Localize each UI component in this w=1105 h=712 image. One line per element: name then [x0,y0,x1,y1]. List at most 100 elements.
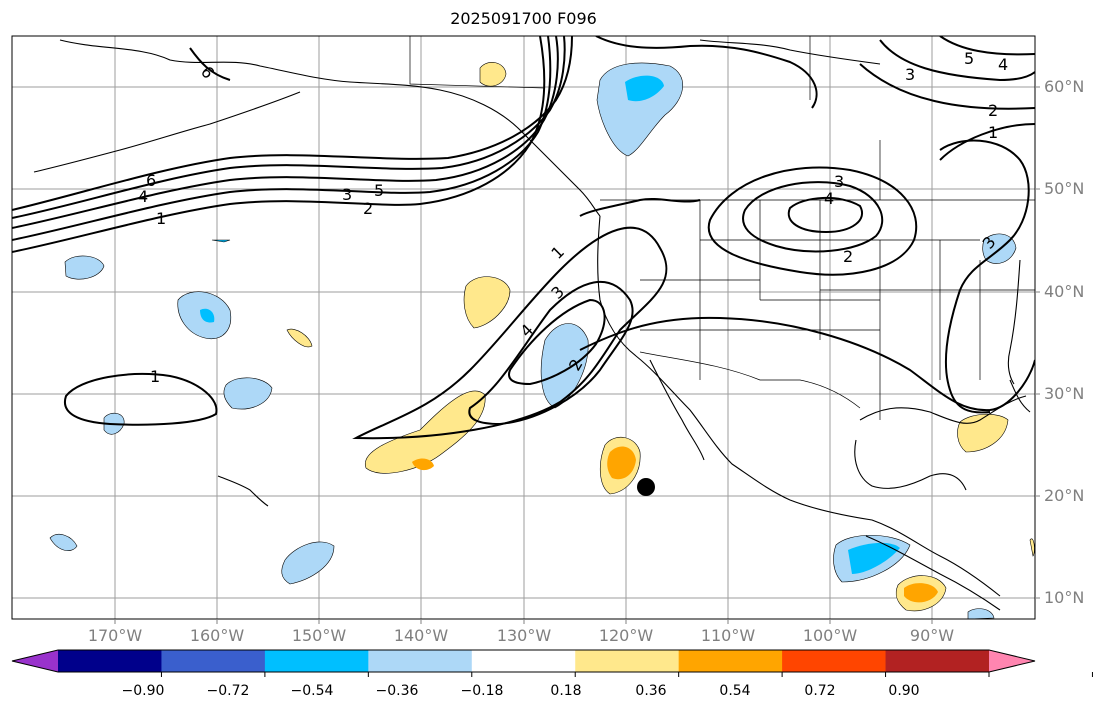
map-title: 2025091700 F096 [450,9,597,28]
contour-label: 4 [138,187,148,206]
contour-pnw-north [595,36,818,109]
colorbar-tick-label: −0.36 [375,683,419,699]
contour-label: 3 [905,65,915,84]
colorbar-tick-label: −0.54 [290,683,334,699]
yucatan [854,439,967,491]
shade-yellow-south [364,390,486,474]
contour-ridge-3 [508,298,606,386]
colorbar-tick-label: 0.54 [719,683,751,699]
contour-label: 4 [998,55,1008,74]
colorbar-box [264,650,369,672]
lat-label: 10°N [1044,588,1085,607]
shade-orange-caribbean [904,583,938,603]
contour-label: 2 [988,101,998,120]
colorbar-tick-label: 0.18 [550,683,582,699]
shade-yellow-north [479,62,507,87]
contour-label: 1 [156,209,166,228]
contour-low-1 [707,166,918,276]
contour-label: 2 [843,247,853,266]
contour-low-2 [742,181,884,253]
contour-label: 4 [824,189,834,208]
lat-label: 30°N [1044,384,1085,403]
colorbar-box [368,650,473,672]
lat-label: 20°N [1044,486,1085,505]
colorbar-tick-label: −0.90 [121,683,165,699]
colorbar-extend-low [12,650,58,672]
contour-low-3 [787,196,863,234]
lon-label: 90°W [909,626,955,645]
shade-blue-south [281,541,335,585]
contour-ne-1 [939,123,1035,161]
shade-orange-mx [607,446,636,480]
lon-label: 160°W [189,626,245,645]
lat-label: 50°N [1044,179,1085,198]
lon-label: 150°W [291,626,347,645]
colorbar-outline [11,649,1036,673]
contour-6-north [189,47,231,81]
contour-ne-3 [879,39,1035,82]
colorbar-box [58,650,162,672]
contour-ne-4 [939,36,1035,56]
colorbar-box [885,650,990,672]
atlantic-coast [1007,259,1021,385]
alaska-coast [59,39,601,217]
hudson [699,39,881,65]
shade-blue-se [967,608,995,619]
colorbar-tick-label: −0.18 [460,683,504,699]
shade-blue-ca-core [848,542,900,574]
contour-eastern [579,316,1035,412]
storm-marker [637,478,655,496]
anomaly-shading [49,62,1035,619]
lat-label: 60°N [1044,77,1085,96]
colorbar-tick-label: 0.72 [804,683,836,699]
contour-coast [579,198,701,217]
contour-ridge-1 [352,226,668,440]
axis-ticks [114,86,1040,624]
contour-pac-4 [12,36,566,219]
florida [1009,379,1031,413]
shade-yellow-edge [1029,538,1035,557]
lon-label: 100°W [802,626,858,645]
contour-label: 1 [988,123,998,142]
lon-label: 130°W [496,626,552,645]
contour-label: 3 [834,172,844,191]
contour-label: 1 [150,367,160,386]
colorbar-extend-high [989,650,1035,672]
contour-label: 3 [342,185,352,204]
shade-yellow-gulf [957,413,1009,453]
contour-east-loop [939,139,1030,414]
central-america [865,535,1001,611]
lon-label: 120°W [598,626,654,645]
hawaii [217,475,269,507]
aleutians [33,91,301,173]
colorbar-box [575,650,680,672]
shade-blue-sw [49,534,78,551]
contour-pac-5 [12,36,573,211]
contour-hawaii-1 [63,373,218,426]
gridlines [12,36,1035,619]
lon-label: 170°W [87,626,143,645]
contour-ne-2 [859,63,1035,110]
contour-label: 5 [964,49,974,68]
shade-canada-core [625,75,664,102]
contour-lines [12,36,1035,440]
colorbar-box [678,650,783,672]
shade-blue-hawaii-n [64,255,105,280]
shade-blue-mid-core [200,308,215,323]
shade-blue-mid2 [223,377,273,410]
contour-label: 5 [374,181,384,200]
shade-yellow-ne-pac [463,276,511,329]
baja [649,359,705,461]
colorbar-box [161,650,266,672]
contour-label: 6 [146,171,156,190]
shade-blue-small [211,239,231,243]
colorbar-box [471,650,576,672]
colorbar-tick-label: 0.36 [635,683,667,699]
contour-ridge-2 [468,281,634,426]
contour-label: 2 [363,199,373,218]
colorbar-box [782,650,887,672]
shade-yellow-small [286,328,313,348]
colorbar [11,649,1093,677]
colorbar-tick-label: 0.90 [888,683,920,699]
